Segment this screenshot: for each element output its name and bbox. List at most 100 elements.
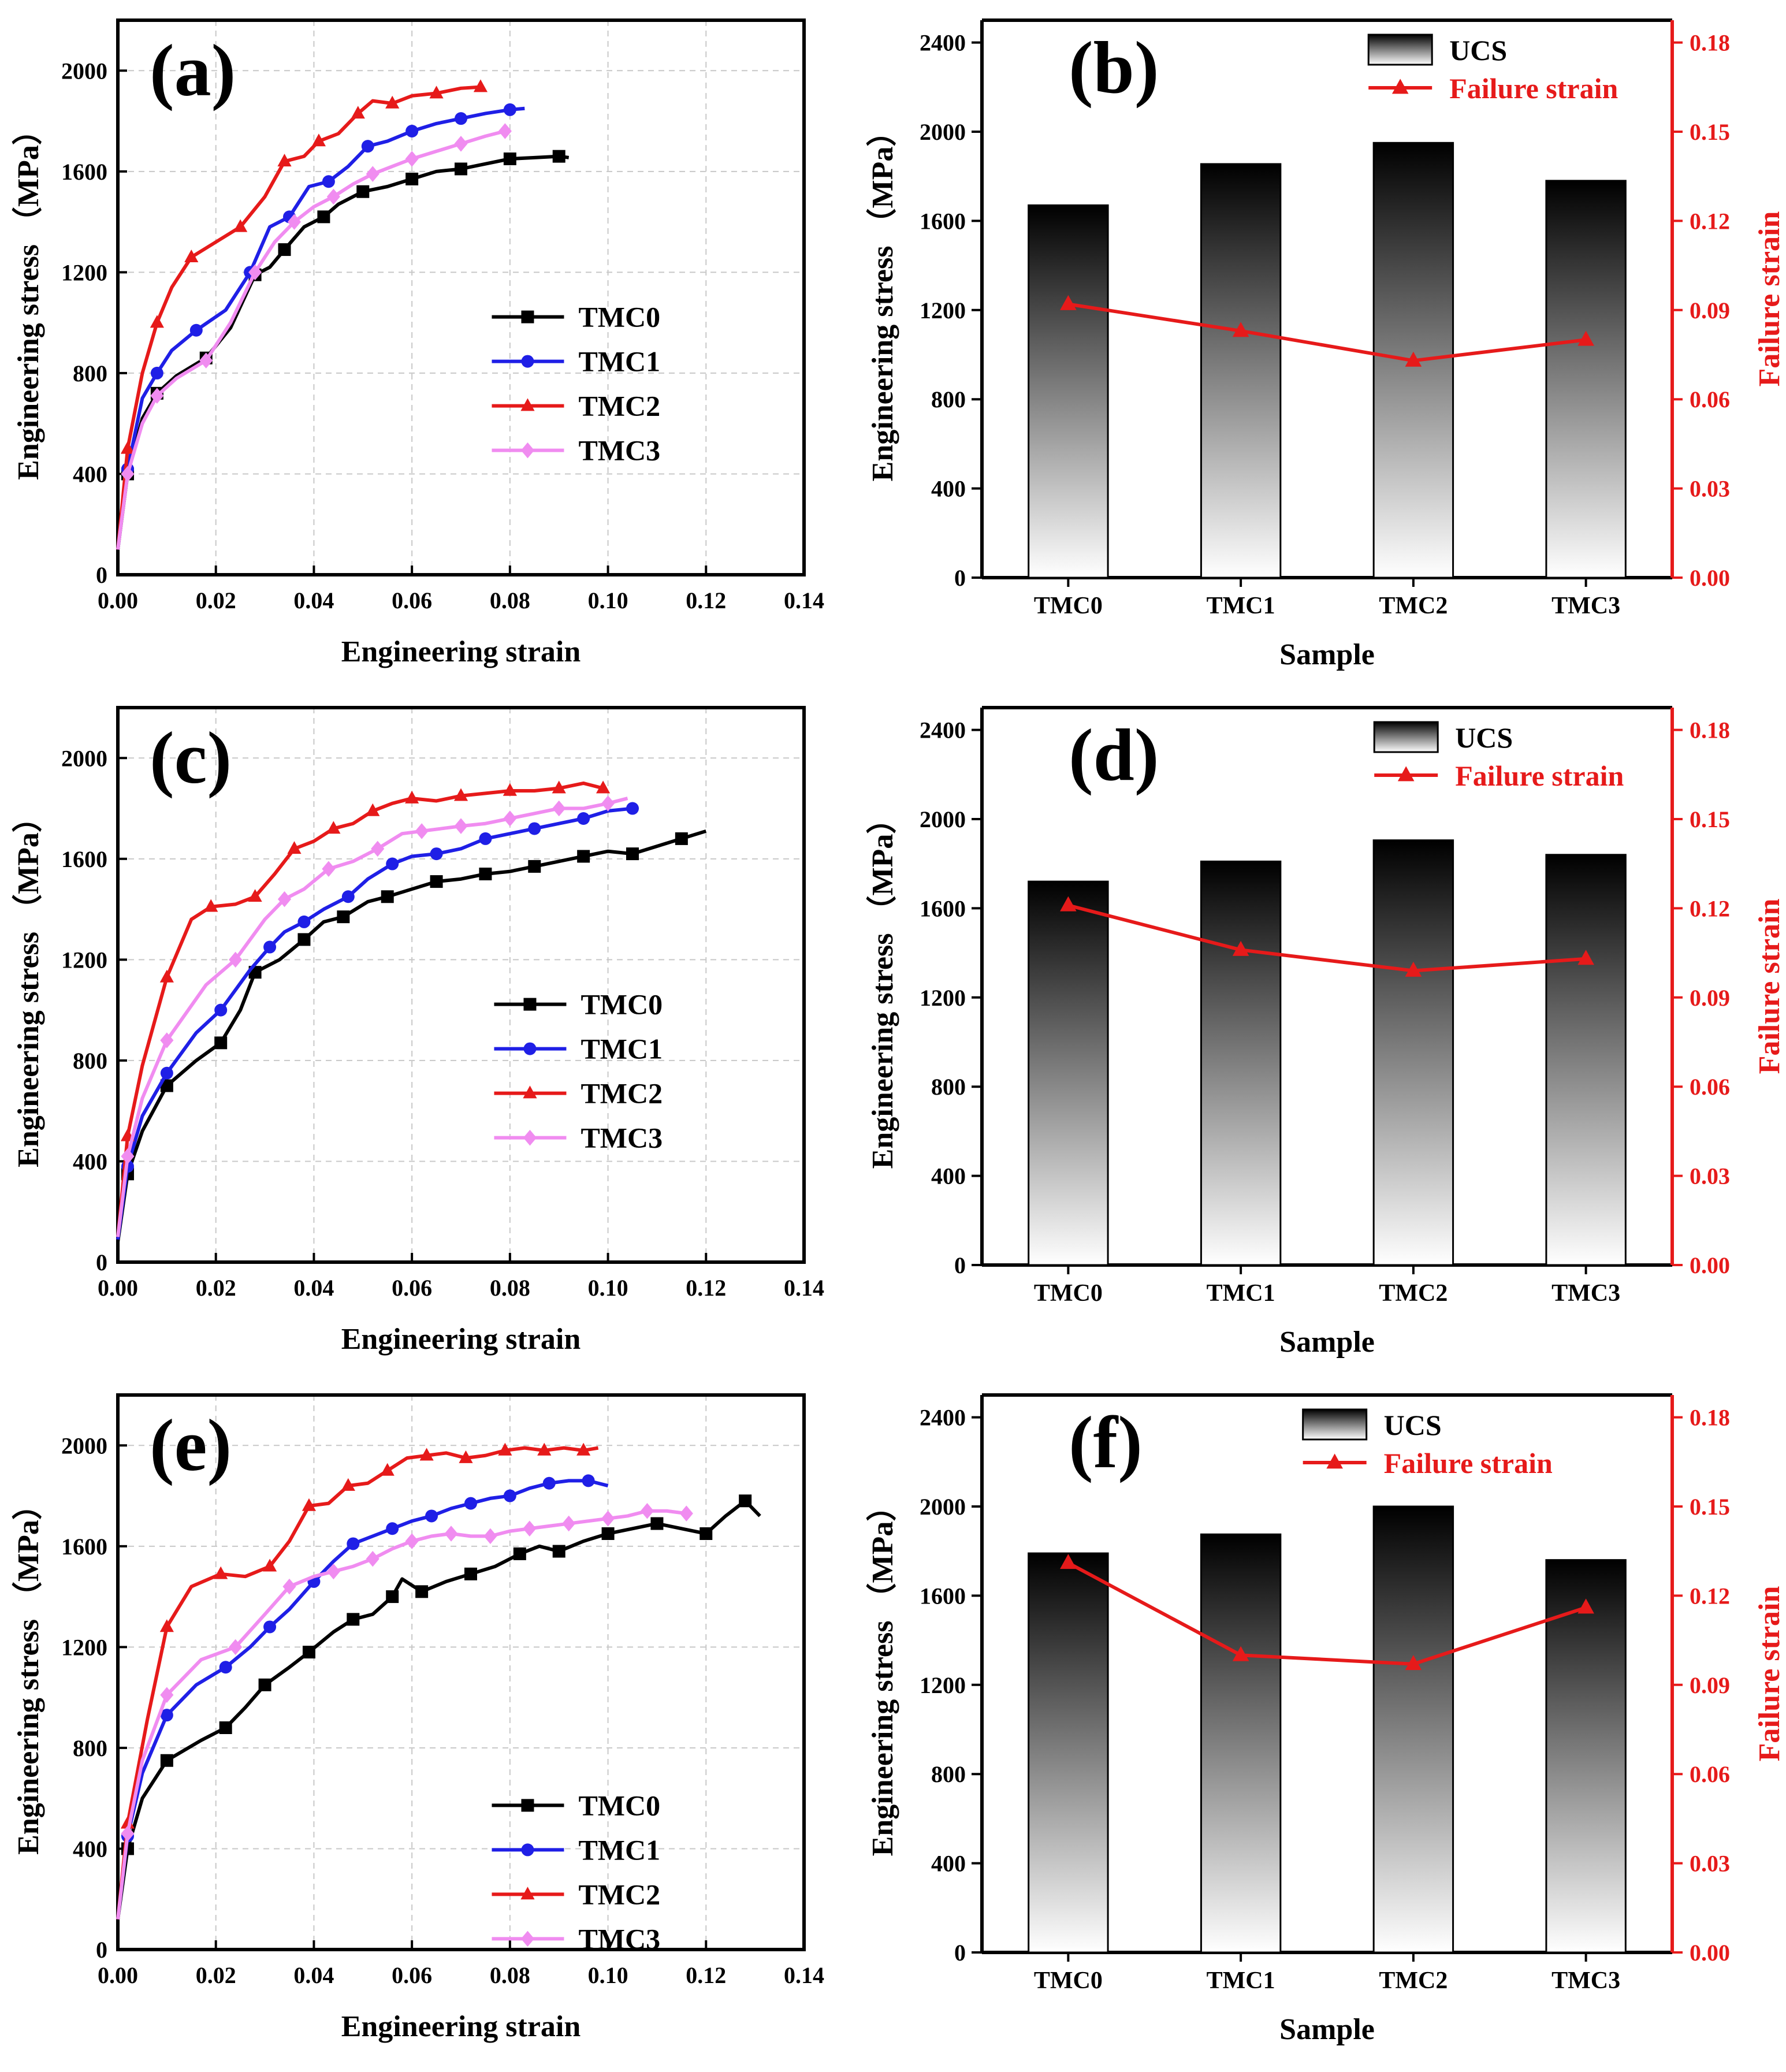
data-point-tmc3 [454, 136, 468, 152]
data-point-tmc0 [503, 152, 516, 165]
legend-label-tmc0: TMC0 [578, 301, 660, 333]
data-point-tmc1 [322, 175, 335, 188]
data-point-tmc1 [189, 323, 203, 337]
data-point-tmc3 [121, 466, 135, 482]
chart-panel-e: 0.00 0.02 0.04 0.06 0.08 0.10 0.12 0.14 0 400 800 1… [12, 1393, 824, 2043]
legend-marker-tmc1 [521, 1843, 534, 1857]
y2-tick-label: 0.03 [1690, 1163, 1730, 1189]
data-point-tmc3 [121, 1825, 135, 1842]
x-tick-label: 0.04 [293, 587, 334, 613]
data-point-tmc2 [385, 95, 400, 109]
y-tick-label: 800 [931, 1761, 966, 1787]
x-axis-title: Engineering strain [341, 1323, 581, 1356]
y2-tick-label: 0.15 [1690, 806, 1730, 832]
y2-tick-label: 0.18 [1690, 717, 1730, 743]
data-point-tmc0 [160, 1754, 173, 1767]
data-point-tmc2 [596, 780, 611, 794]
y-axis-title: Engineering stress （MPa） [12, 1490, 45, 1855]
data-point-tmc2 [302, 1498, 317, 1511]
y-tick-label: 400 [73, 461, 107, 487]
bar-tmc2 [1372, 1505, 1454, 1954]
data-point-tmc0 [337, 910, 350, 924]
failure-strain-point-tmc0 [1060, 1554, 1077, 1569]
data-point-tmc1 [347, 1537, 360, 1550]
data-point-tmc1 [214, 1003, 228, 1017]
data-point-tmc3 [287, 214, 302, 230]
chart-panel-c: 0.00 0.02 0.04 0.06 0.08 0.10 0.12 0.14 0 400 800 1… [12, 706, 824, 1356]
data-point-tmc1 [160, 1709, 173, 1722]
data-point-tmc2 [204, 899, 218, 912]
y-tick-label: 1600 [920, 208, 966, 234]
failure-strain-point-tmc0 [1060, 295, 1077, 310]
y2-tick-label: 0.12 [1690, 895, 1730, 921]
data-point-tmc3 [503, 810, 517, 827]
x-tick-label: 0.10 [588, 587, 628, 613]
data-point-tmc0 [317, 210, 330, 224]
failure-strain-point-tmc2 [1405, 1655, 1422, 1671]
x-tick-label: 0.14 [784, 1962, 824, 1988]
failure-strain-point-tmc2 [1405, 351, 1422, 367]
bar-tmc3 [1545, 854, 1627, 1266]
data-point-tmc2 [159, 969, 174, 983]
y-tick-label: 2000 [920, 806, 966, 832]
y-tick-label: 0 [954, 565, 966, 591]
y2-tick-label: 0.06 [1690, 386, 1730, 412]
failure-strain-line [1067, 903, 1586, 973]
legend-label-tmc2: TMC2 [578, 390, 660, 422]
bar-tmc3 [1545, 180, 1627, 579]
series-line-tmc2 [116, 85, 481, 550]
legend-marker-tmc2 [520, 398, 535, 411]
data-point-tmc1 [263, 940, 277, 954]
legend-swatch-ucs [1373, 721, 1439, 753]
y2-tick-label: 0.00 [1690, 1940, 1730, 1966]
data-point-tmc2 [262, 1558, 277, 1572]
data-point-tmc3 [415, 823, 429, 839]
y2-tick-label: 0.00 [1690, 1252, 1730, 1278]
y-tick-label: 800 [73, 1735, 107, 1761]
y-tick-label: 400 [73, 1836, 107, 1862]
y-tick-label: 0 [954, 1252, 966, 1278]
x-tick-label: TMC3 [1551, 1967, 1620, 1994]
data-point-tmc3 [523, 1520, 537, 1537]
y-tick-label: 800 [73, 360, 107, 386]
plot-frame [116, 1393, 806, 1951]
legend-marker-tmc2 [520, 1887, 535, 1900]
data-point-tmc2 [419, 1448, 434, 1461]
x-tick-label: 0.08 [490, 1275, 530, 1301]
y2-tick-label: 0.03 [1690, 1851, 1730, 1877]
bar-tmc2 [1372, 839, 1454, 1266]
legend-marker-failure-strain [1326, 1453, 1343, 1469]
legend-label-failure-strain: Failure strain [1455, 760, 1624, 792]
x-tick-label: TMC2 [1379, 1967, 1448, 1994]
x-tick-label: 0.02 [196, 587, 236, 613]
data-point-tmc3 [229, 951, 243, 968]
data-point-tmc0 [577, 850, 590, 863]
data-point-tmc3 [405, 151, 419, 167]
y2-axis-title: Failure strain [1753, 899, 1786, 1074]
y-tick-label: 1200 [61, 259, 107, 285]
x-tick-label: 0.08 [490, 1962, 530, 1988]
data-point-tmc1 [405, 125, 419, 137]
y2-tick-label: 0.06 [1690, 1761, 1730, 1787]
x-axis-title: Sample [1279, 1326, 1375, 1359]
data-point-tmc0 [356, 185, 370, 198]
x-tick-label: TMC1 [1207, 1967, 1275, 1994]
legend-label-failure-strain: Failure strain [1384, 1447, 1553, 1479]
legend-label-tmc3: TMC3 [581, 1122, 663, 1154]
data-point-tmc0 [415, 1585, 429, 1598]
x-tick-label: 0.00 [98, 587, 138, 613]
data-point-tmc2 [366, 803, 380, 816]
data-point-tmc1 [297, 915, 311, 928]
data-point-tmc3 [150, 388, 164, 404]
panel-label: (b) [1069, 27, 1159, 109]
x-tick-label: 0.08 [490, 587, 530, 613]
x-tick-label: TMC0 [1034, 1280, 1103, 1307]
data-point-tmc2 [429, 85, 444, 99]
data-point-tmc0 [258, 1678, 271, 1691]
y-tick-label: 0 [96, 562, 107, 588]
x-tick-label: TMC3 [1551, 593, 1620, 619]
data-point-tmc0 [405, 172, 419, 185]
data-point-tmc1 [219, 1661, 232, 1674]
x-tick-label: 0.00 [98, 1275, 138, 1301]
y2-tick-label: 0.12 [1690, 208, 1730, 234]
